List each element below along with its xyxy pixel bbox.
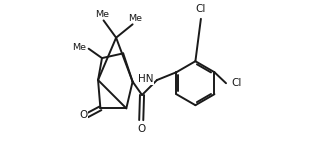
Text: Me: Me bbox=[128, 14, 142, 23]
Text: Cl: Cl bbox=[195, 4, 205, 14]
Text: Me: Me bbox=[95, 10, 109, 19]
Text: Me: Me bbox=[72, 43, 86, 52]
Text: O: O bbox=[79, 110, 88, 120]
Text: Cl: Cl bbox=[231, 78, 241, 88]
Text: HN: HN bbox=[138, 74, 154, 84]
Text: O: O bbox=[137, 124, 145, 134]
